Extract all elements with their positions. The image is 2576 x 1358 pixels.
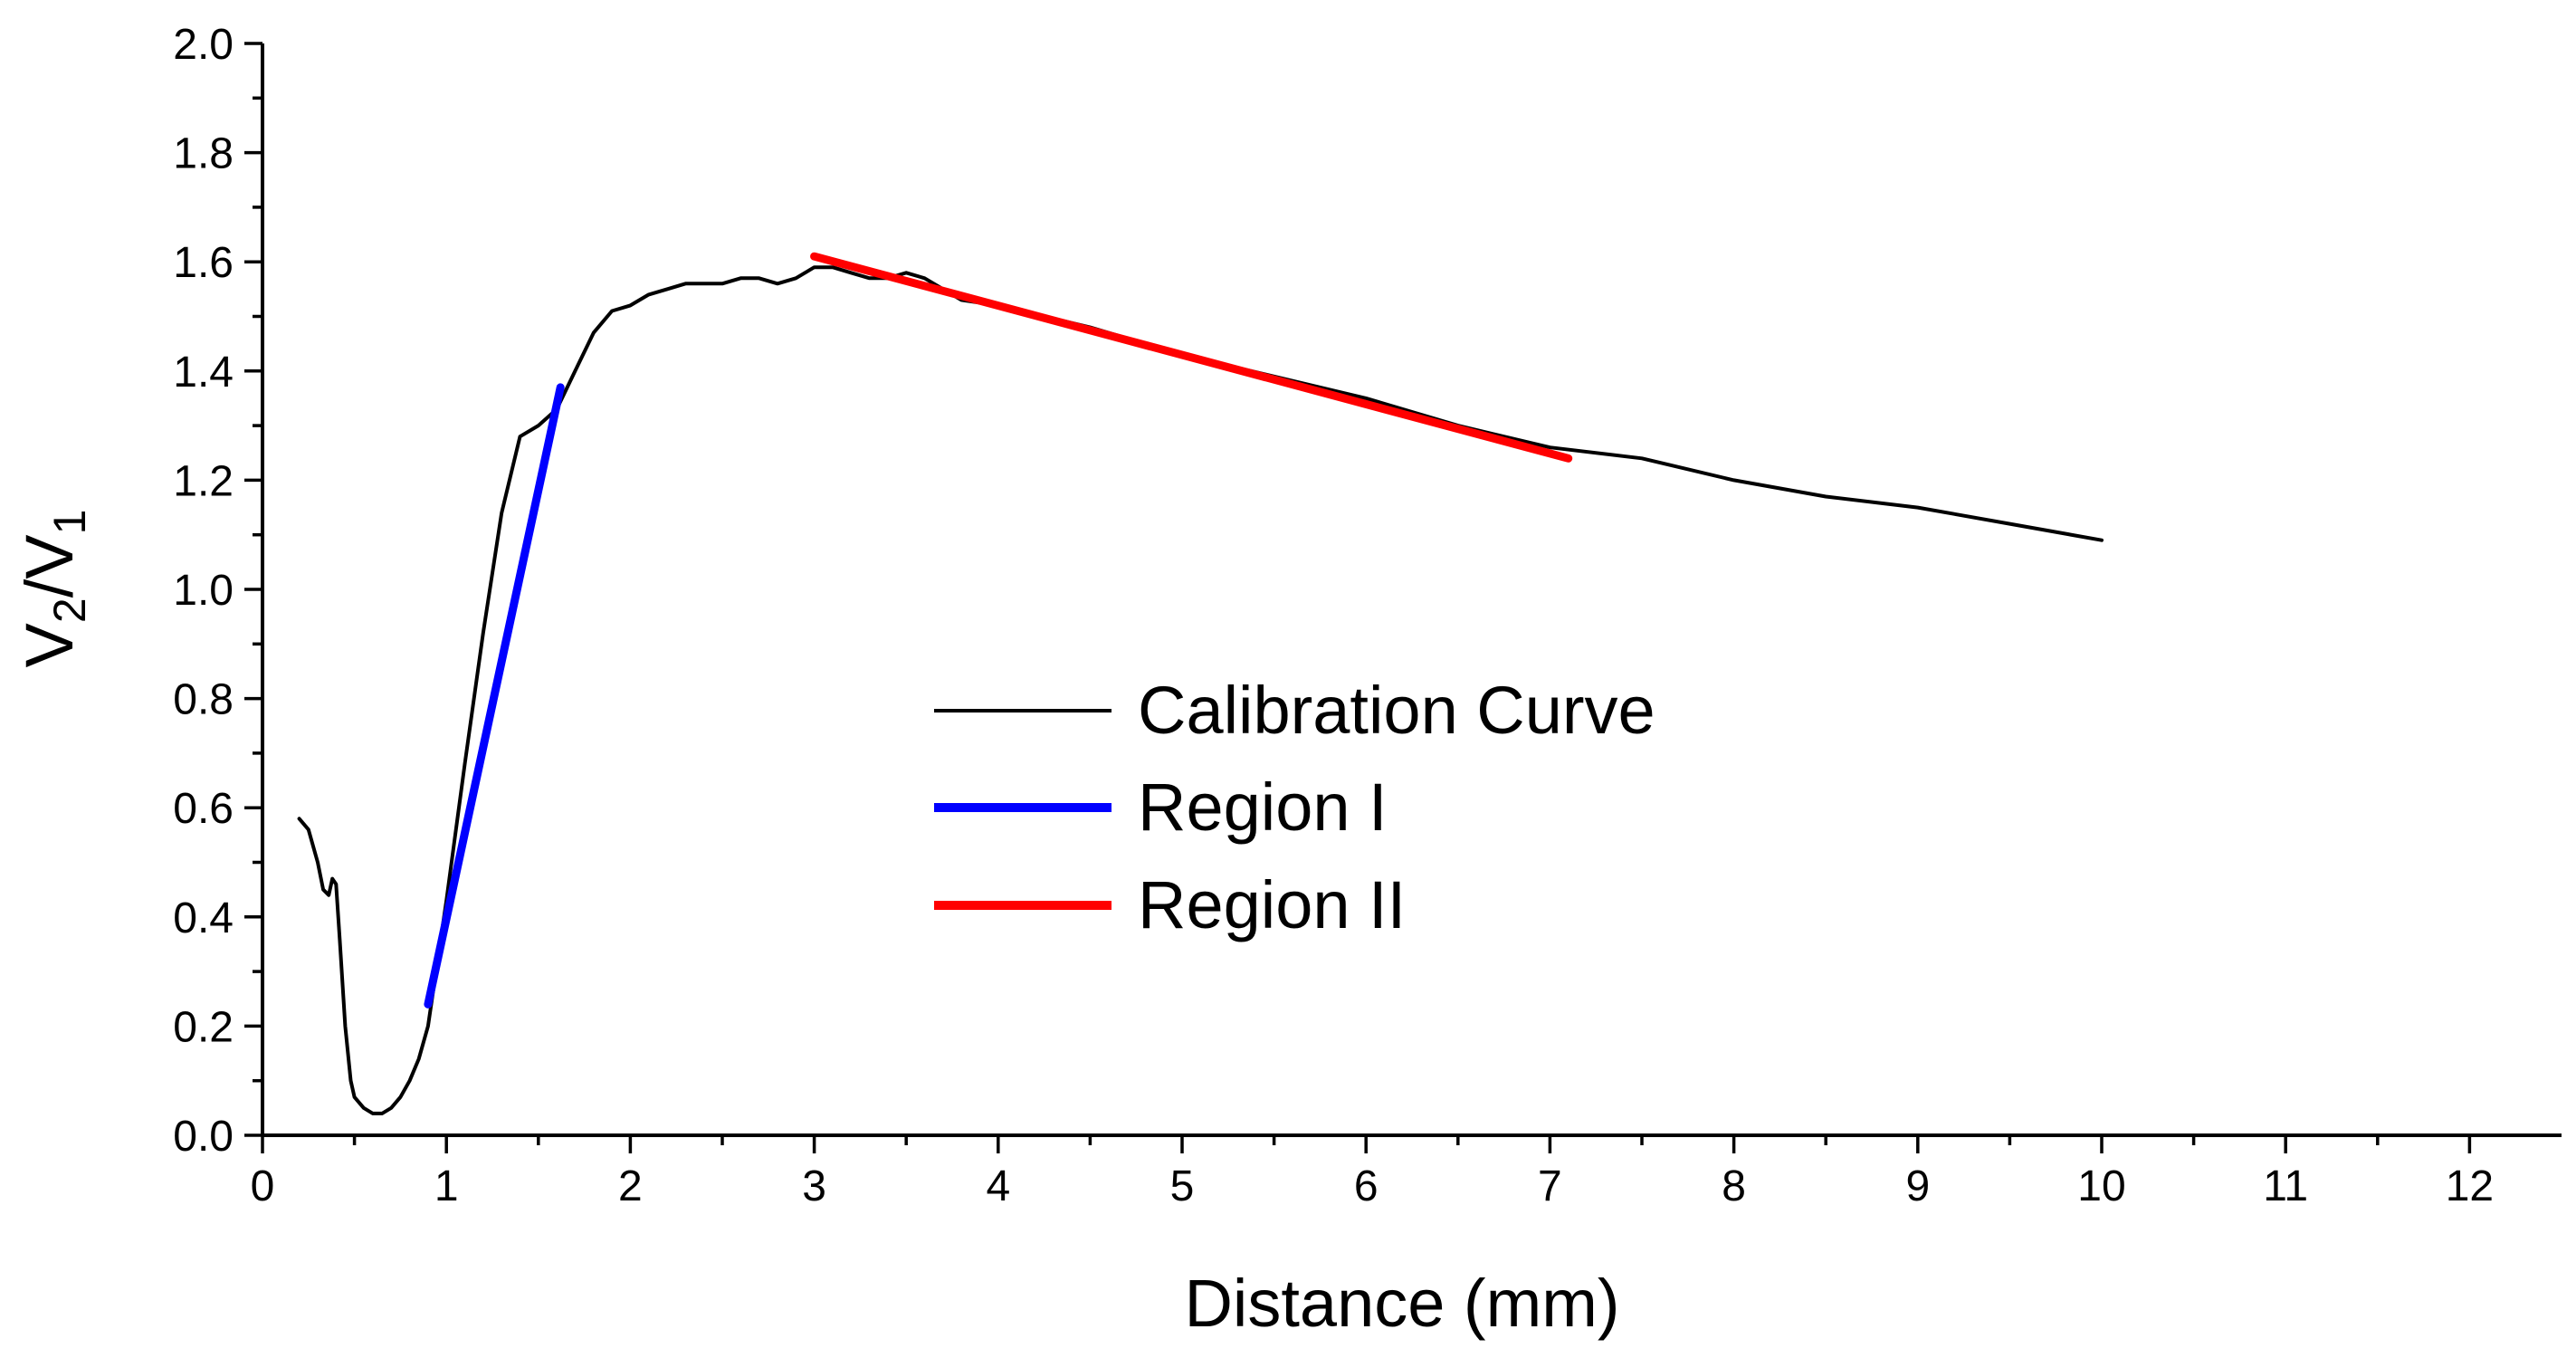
x-tick-label: 9 <box>1905 1162 1930 1210</box>
x-tick-label: 3 <box>802 1162 826 1210</box>
legend-label-calibration-curve: Calibration Curve <box>1138 673 1655 748</box>
y-axis-title-sep: /V <box>12 534 87 598</box>
y-axis-title-sub1: 2 <box>44 598 95 623</box>
x-tick-label: 0 <box>251 1162 275 1210</box>
y-tick-label: 0.2 <box>173 1003 234 1051</box>
y-tick-label: 1.2 <box>173 457 234 505</box>
y-tick-label: 0.8 <box>173 676 234 724</box>
x-tick-label: 2 <box>618 1162 643 1210</box>
x-tick-label: 11 <box>2263 1162 2308 1210</box>
y-tick-label: 1.6 <box>173 239 234 287</box>
y-tick-label: 1.4 <box>173 349 234 397</box>
y-tick-label: 1.0 <box>173 567 234 615</box>
y-tick-label: 0.0 <box>173 1113 234 1161</box>
y-tick-label: 2.0 <box>173 21 234 69</box>
x-tick-label: 5 <box>1170 1162 1195 1210</box>
y-axis-ticks: 0.0 0.2 0.4 0.6 0.8 1.0 1.2 1.4 1.6 1.8 2.0 <box>173 21 262 1161</box>
x-axis-ticks: 0 1 2 3 4 5 6 7 8 9 10 11 12 <box>251 1135 2494 1210</box>
legend: Calibration Curve Region I Region II <box>934 673 1655 942</box>
series-line-region-i <box>424 383 565 1009</box>
series-line-region-ii <box>810 252 1573 463</box>
x-tick-label: 1 <box>434 1162 459 1210</box>
x-tick-label: 12 <box>2446 1162 2494 1210</box>
legend-label-region-ii: Region II <box>1138 867 1406 942</box>
x-tick-label: 8 <box>1722 1162 1746 1210</box>
x-tick-label: 6 <box>1354 1162 1379 1210</box>
y-axis-title-sub2: 1 <box>44 510 95 535</box>
x-tick-label: 10 <box>2077 1162 2125 1210</box>
y-axis-title-base1: V <box>12 622 87 667</box>
legend-label-region-i: Region I <box>1138 770 1388 845</box>
x-tick-label: 4 <box>986 1162 1010 1210</box>
y-tick-label: 0.6 <box>173 785 234 833</box>
axes <box>261 43 2562 1137</box>
x-axis-title: Distance (mm) <box>1184 1266 1619 1341</box>
plot-area <box>297 252 2104 1115</box>
y-axis-title: V2/V1 <box>12 510 95 668</box>
y-tick-label: 0.4 <box>173 894 234 942</box>
x-tick-label: 7 <box>1538 1162 1562 1210</box>
y-tick-label: 1.8 <box>173 130 234 178</box>
